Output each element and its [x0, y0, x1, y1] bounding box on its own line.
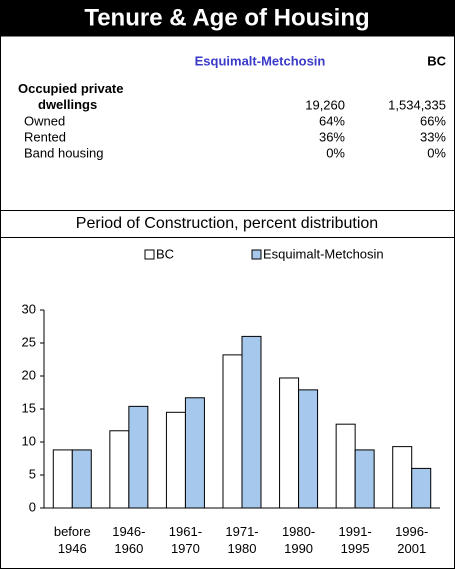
bar: [128, 405, 149, 509]
cell: 0%: [427, 145, 446, 160]
column-header: Esquimalt-Metchosin: [195, 53, 326, 68]
cell: 1,534,335: [388, 97, 446, 112]
row-label: Band housing: [24, 145, 104, 160]
chart-title: Period of Construction, percent distribu…: [76, 215, 378, 232]
bar: [279, 377, 300, 509]
header-title: Tenure & Age of Housing: [84, 4, 369, 31]
x-tick-label: before 1946: [54, 524, 91, 556]
x-tick-label: 1961-1970: [169, 524, 202, 556]
y-tick-label: 25: [22, 334, 36, 349]
bar: [298, 389, 319, 509]
bar: [335, 423, 356, 509]
x-tick-label: 1991-1995: [339, 524, 372, 556]
x-tick-label: 1946-1960: [112, 524, 145, 556]
bar: [165, 411, 186, 509]
cell: 33%: [420, 129, 446, 144]
bar: [411, 467, 432, 509]
cell: 0%: [326, 145, 345, 160]
bar: [184, 397, 205, 509]
bar: [109, 430, 130, 509]
row-label: Rented: [24, 129, 66, 144]
row-label: Owned: [24, 113, 65, 128]
x-tick-label: 1971-1980: [225, 524, 258, 556]
legend-swatch: [144, 249, 155, 260]
bar: [354, 449, 375, 509]
bar: [71, 449, 92, 509]
y-tick-label: 5: [29, 466, 36, 481]
bar: [392, 446, 413, 509]
legend-label: BC: [156, 246, 174, 261]
y-tick-label: 15: [22, 400, 36, 415]
cell: 66%: [420, 113, 446, 128]
y-tick-label: 0: [29, 499, 36, 514]
cell: 36%: [319, 129, 345, 144]
legend-swatch: [251, 249, 262, 260]
legend-label: Esquimalt-Metchosin: [263, 246, 384, 261]
cell: 19,260: [305, 97, 345, 112]
x-tick-label: 1996-2001: [395, 524, 428, 556]
x-tick-label: 1980-1990: [282, 524, 315, 556]
cell: 64%: [319, 113, 345, 128]
column-header: BC: [427, 53, 446, 68]
bar: [241, 335, 262, 509]
y-tick-label: 20: [22, 367, 36, 382]
y-tick-label: 10: [22, 433, 36, 448]
row-label: Occupied private dwellings: [18, 81, 123, 112]
bar: [222, 354, 243, 509]
y-tick-label: 30: [22, 301, 36, 316]
bar: [52, 449, 73, 509]
header-band: [0, 0, 455, 36]
